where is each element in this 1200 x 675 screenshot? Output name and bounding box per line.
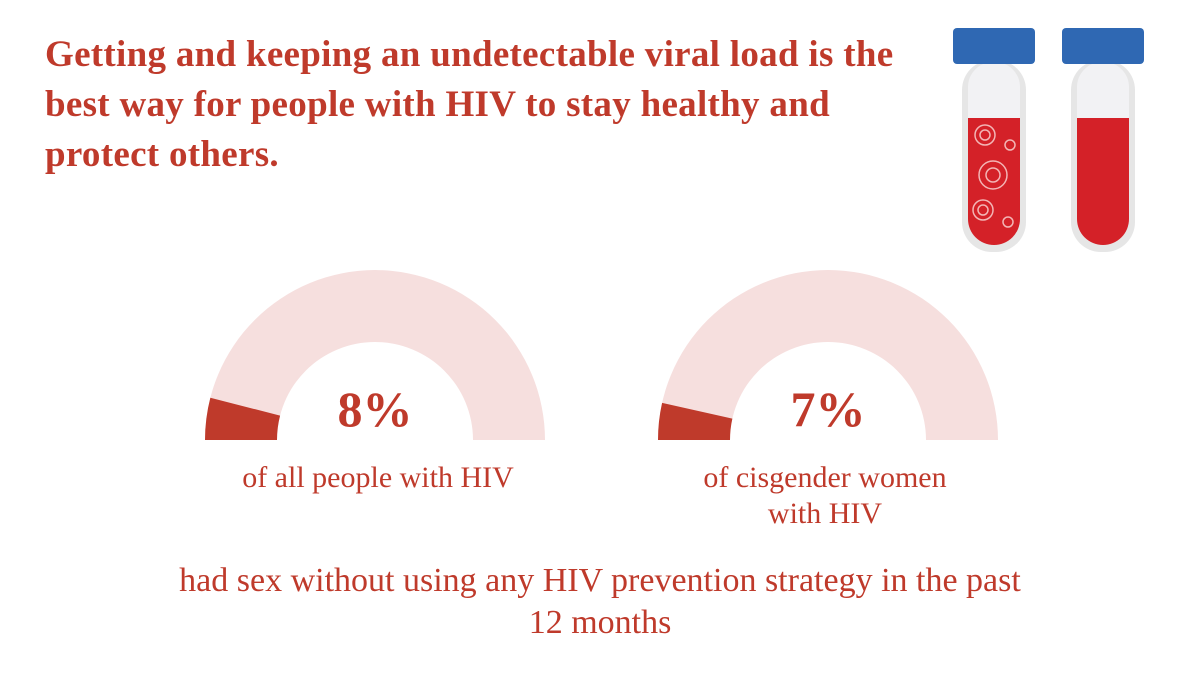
note: had sex without using any HIV prevention… (179, 562, 1021, 641)
gauge-value (658, 402, 733, 440)
value-label: 7% (790, 381, 866, 437)
test-tube-blood (1062, 28, 1144, 252)
caption: of all people with HIV (242, 461, 514, 494)
title: Getting and keeping an undetectable vira… (45, 34, 894, 175)
value-label: 8% (337, 381, 413, 437)
caption: of cisgender women with HIV (703, 461, 947, 530)
gauge-track (658, 270, 998, 440)
gauge-value (205, 397, 281, 440)
test-tube-virus (953, 28, 1035, 252)
gauge-track (205, 270, 545, 440)
